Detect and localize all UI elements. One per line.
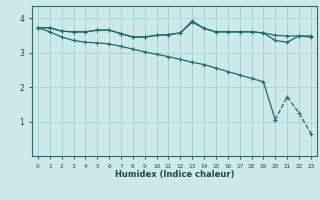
X-axis label: Humidex (Indice chaleur): Humidex (Indice chaleur) [115,170,234,179]
